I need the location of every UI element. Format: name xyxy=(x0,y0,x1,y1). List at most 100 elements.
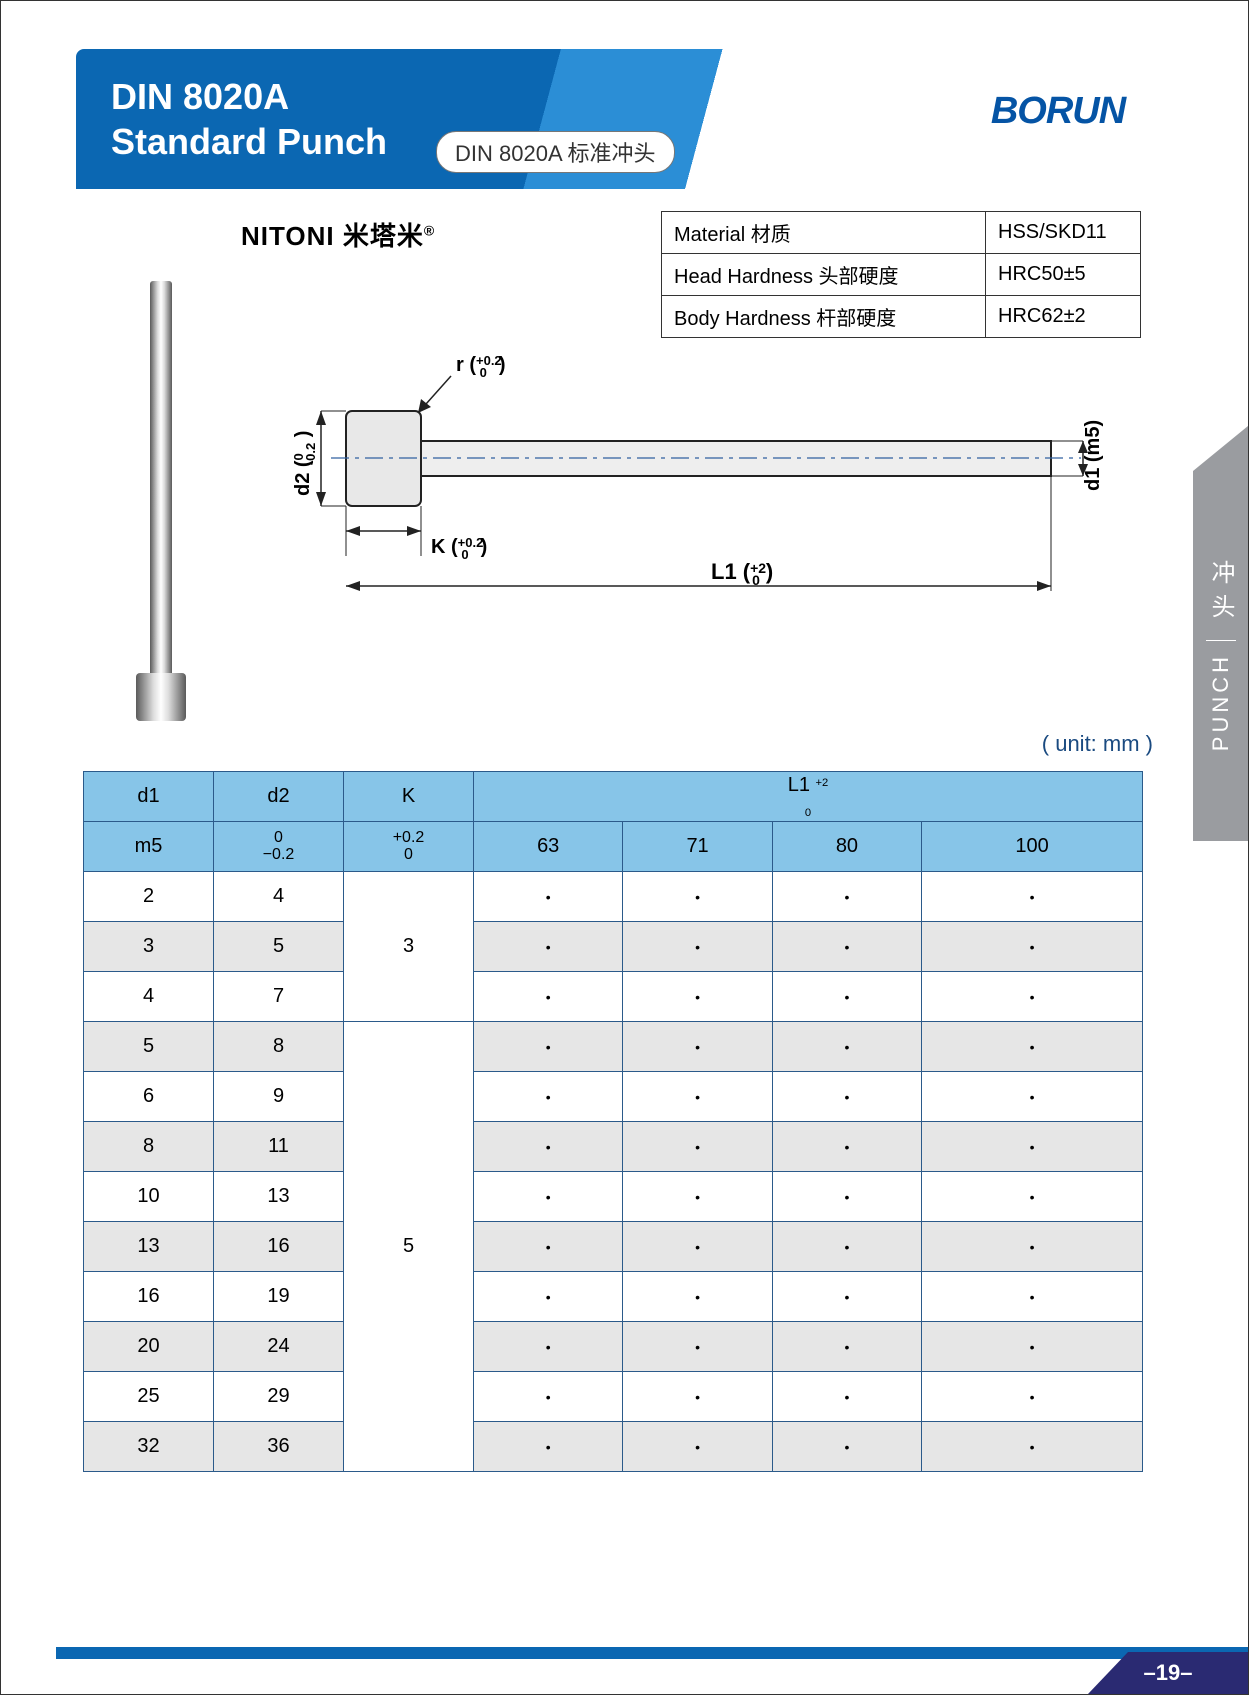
page-title: DIN 8020A Standard Punch xyxy=(76,74,387,164)
cell-d2: 29 xyxy=(214,1372,344,1422)
cell-d1: 13 xyxy=(84,1222,214,1272)
technical-diagram: d2 (0-0.2 ) d1 (m5) r (+0.20) K (+0.20) … xyxy=(291,341,1111,621)
cell-mark: • xyxy=(623,1222,772,1272)
cell-mark: • xyxy=(772,1372,921,1422)
cell-mark: • xyxy=(474,1422,623,1472)
col-l1: L1 +20 xyxy=(474,772,1143,822)
table-row: 811•••• xyxy=(84,1122,1143,1172)
punch-head xyxy=(136,673,186,721)
svg-text:L1 (+20): L1 (+20) xyxy=(711,559,773,588)
table-row: 1013•••• xyxy=(84,1172,1143,1222)
cell-d2: 5 xyxy=(214,922,344,972)
material-table: Material 材质HSS/SKD11Head Hardness 头部硬度HR… xyxy=(661,211,1141,338)
cell-mark: • xyxy=(772,872,921,922)
cell-d2: 11 xyxy=(214,1122,344,1172)
table-row: 2529•••• xyxy=(84,1372,1143,1422)
material-label: Material 材质 xyxy=(662,212,986,254)
cell-d2: 8 xyxy=(214,1022,344,1072)
cell-mark: • xyxy=(772,1022,921,1072)
cell-k: 5 xyxy=(344,1022,474,1472)
cell-mark: • xyxy=(623,1372,772,1422)
col-d1: d1 xyxy=(84,772,214,822)
punch-photo xyxy=(136,281,186,721)
cell-mark: • xyxy=(623,922,772,972)
col-k-tol: +0.20 xyxy=(344,822,474,872)
side-tab: 冲头 PUNCH xyxy=(1193,471,1248,841)
cell-mark: • xyxy=(922,1072,1143,1122)
cell-d1: 4 xyxy=(84,972,214,1022)
cell-d1: 16 xyxy=(84,1272,214,1322)
cell-mark: • xyxy=(474,872,623,922)
spec-table: d1 d2 K L1 +20 m5 0−0.2 +0.20 63 71 80 1… xyxy=(83,771,1143,1472)
table-row: 35•••• xyxy=(84,922,1143,972)
col-l1-63: 63 xyxy=(474,822,623,872)
cell-mark: • xyxy=(772,972,921,1022)
logo-badge: BORUN xyxy=(943,71,1173,151)
svg-text:d1 (m5): d1 (m5) xyxy=(1082,420,1104,491)
material-value: HSS/SKD11 xyxy=(986,212,1141,254)
footer-bar xyxy=(56,1647,1248,1659)
table-row: 2024•••• xyxy=(84,1322,1143,1372)
side-tab-zh: 冲头 xyxy=(1203,560,1238,628)
cell-mark: • xyxy=(474,922,623,972)
col-l1-100: 100 xyxy=(922,822,1143,872)
cell-d2: 7 xyxy=(214,972,344,1022)
material-row: Material 材质HSS/SKD11 xyxy=(662,212,1141,254)
cell-d1: 8 xyxy=(84,1122,214,1172)
cell-mark: • xyxy=(623,1022,772,1072)
cell-d2: 24 xyxy=(214,1322,344,1372)
title-line2: Standard Punch xyxy=(111,119,387,164)
cell-mark: • xyxy=(474,1322,623,1372)
col-l1-71: 71 xyxy=(623,822,772,872)
cell-mark: • xyxy=(623,1072,772,1122)
cell-mark: • xyxy=(772,1222,921,1272)
cell-mark: • xyxy=(474,1272,623,1322)
cell-mark: • xyxy=(623,1422,772,1472)
table-row: 585•••• xyxy=(84,1022,1143,1072)
cell-d1: 10 xyxy=(84,1172,214,1222)
cell-mark: • xyxy=(922,1222,1143,1272)
cell-mark: • xyxy=(922,1272,1143,1322)
title-line1: DIN 8020A xyxy=(111,74,387,119)
svg-text:K (+0.20): K (+0.20) xyxy=(431,535,487,562)
cell-d1: 5 xyxy=(84,1022,214,1072)
side-tab-corner xyxy=(1193,426,1248,471)
cell-mark: • xyxy=(474,972,623,1022)
cell-mark: • xyxy=(922,922,1143,972)
cell-d1: 6 xyxy=(84,1072,214,1122)
cell-mark: • xyxy=(623,1122,772,1172)
svg-text:r (+0.20): r (+0.20) xyxy=(456,353,506,380)
cell-k: 3 xyxy=(344,872,474,1022)
cell-d2: 4 xyxy=(214,872,344,922)
material-label: Body Hardness 杆部硬度 xyxy=(662,296,986,338)
side-tab-en: PUNCH xyxy=(1208,653,1234,751)
col-d2-tol: 0−0.2 xyxy=(214,822,344,872)
cell-d1: 32 xyxy=(84,1422,214,1472)
table-row: 1619•••• xyxy=(84,1272,1143,1322)
cell-d1: 25 xyxy=(84,1372,214,1422)
cell-d2: 13 xyxy=(214,1172,344,1222)
cell-mark: • xyxy=(623,1272,772,1322)
cell-mark: • xyxy=(922,872,1143,922)
cell-d1: 2 xyxy=(84,872,214,922)
cell-d2: 16 xyxy=(214,1222,344,1272)
material-label: Head Hardness 头部硬度 xyxy=(662,254,986,296)
svg-text:d2 (0-0.2 ): d2 (0-0.2 ) xyxy=(291,431,318,496)
brand-nitoni: NITONI 米塔米® xyxy=(241,216,435,253)
cell-mark: • xyxy=(474,1222,623,1272)
cell-mark: • xyxy=(772,1072,921,1122)
cell-d1: 3 xyxy=(84,922,214,972)
cell-mark: • xyxy=(772,1122,921,1172)
cell-mark: • xyxy=(772,1322,921,1372)
col-d1-tol: m5 xyxy=(84,822,214,872)
cell-mark: • xyxy=(474,1072,623,1122)
cell-mark: • xyxy=(922,1122,1143,1172)
cell-d2: 9 xyxy=(214,1072,344,1122)
cell-mark: • xyxy=(623,1172,772,1222)
cell-mark: • xyxy=(922,1372,1143,1422)
cell-mark: • xyxy=(623,972,772,1022)
logo-text: BORUN xyxy=(991,90,1125,133)
table-row: 3236•••• xyxy=(84,1422,1143,1472)
table-row: 1316•••• xyxy=(84,1222,1143,1272)
cell-mark: • xyxy=(922,1422,1143,1472)
